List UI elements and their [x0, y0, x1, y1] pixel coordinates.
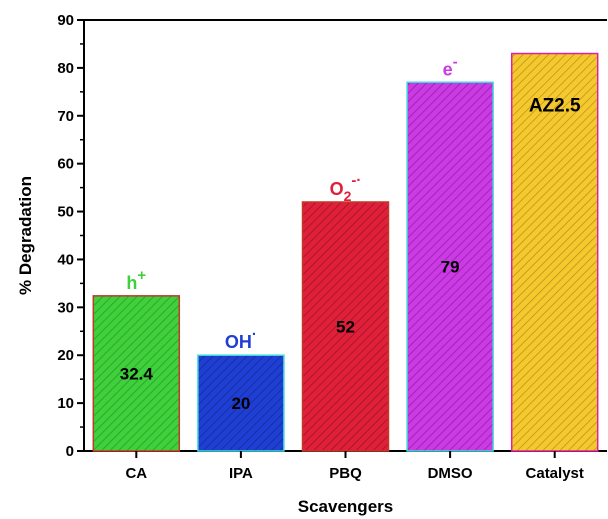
- y-axis-title: % Degradation: [16, 176, 35, 295]
- bar-catalyst: [510, 52, 599, 452]
- x-axis-title: Scavengers: [298, 497, 393, 516]
- y-tick-label: 30: [57, 299, 74, 316]
- species-base: OH: [225, 332, 252, 352]
- y-tick-label: 10: [57, 395, 74, 412]
- data-label: 20: [231, 394, 250, 413]
- species-label: e-: [443, 53, 458, 79]
- y-tick-label: 70: [57, 108, 74, 125]
- y-tick-label: 0: [66, 443, 74, 460]
- species-base: h: [126, 273, 137, 293]
- x-tick-label: IPA: [229, 465, 253, 482]
- species-label: h+: [126, 267, 146, 293]
- species-label: OH·: [225, 326, 257, 352]
- x-tick-label: PBQ: [329, 465, 362, 482]
- species-superscript: +: [137, 267, 146, 284]
- bar-dmso: [406, 81, 494, 452]
- y-tick-label: 80: [57, 60, 74, 77]
- species-label: O2-·: [330, 172, 362, 204]
- y-tick-label: 20: [57, 347, 74, 364]
- x-tick-label: DMSO: [428, 465, 473, 482]
- data-label: 32.4: [120, 364, 154, 383]
- data-label: 79: [441, 258, 460, 277]
- species-base: O: [330, 179, 344, 199]
- species-base: e: [443, 59, 453, 79]
- species-subscript: 2: [344, 188, 352, 204]
- species-superscript: ·: [252, 326, 257, 343]
- y-tick-label: 90: [57, 12, 74, 29]
- species-superscript: -: [453, 53, 458, 70]
- plot-area: 0 10 20 30 40 50 60 70 80 90 CA 32.4 h+ IPA 20 OH· PBQ 52…: [16, 12, 607, 516]
- species-superscript: -·: [351, 172, 361, 189]
- y-tick-label: 50: [57, 204, 74, 221]
- bar-pbq: [301, 201, 390, 452]
- x-tick-label: CA: [125, 465, 147, 482]
- x-tick-label: Catalyst: [526, 465, 584, 482]
- bar-ipa: [197, 354, 285, 452]
- data-label: AZ2.5: [529, 96, 581, 117]
- y-tick-label: 40: [57, 251, 74, 268]
- data-label: 52: [336, 317, 355, 336]
- y-tick-label: 60: [57, 156, 74, 173]
